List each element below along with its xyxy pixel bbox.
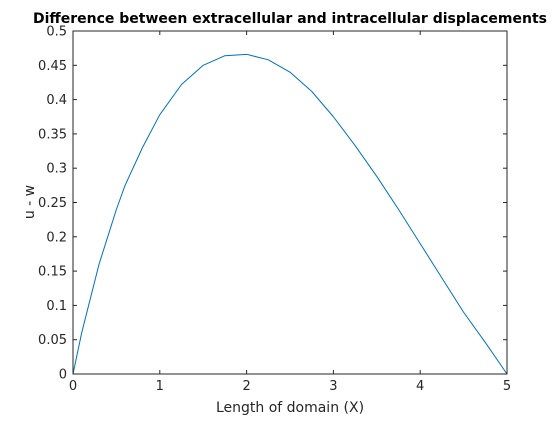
x-axis-label: Length of domain (X) — [216, 400, 364, 416]
y-axis-label: u - w — [22, 185, 38, 219]
x-tick-label: 0 — [69, 379, 77, 394]
y-tick-label: 0.3 — [46, 162, 67, 177]
series-line-0 — [72, 53, 508, 375]
y-tick-label: 0.1 — [46, 299, 67, 314]
plot-area — [73, 31, 507, 374]
y-tick-label: 0.5 — [46, 25, 67, 40]
x-tick-label: 2 — [242, 379, 250, 394]
x-tick-label: 4 — [416, 379, 424, 394]
y-tick-label: 0.35 — [38, 127, 67, 142]
x-tick-label: 5 — [503, 379, 511, 394]
y-tick-label: 0.15 — [38, 265, 67, 280]
y-tick-label: 0.2 — [46, 230, 67, 245]
chart-title: Difference between extracellular and int… — [33, 11, 547, 27]
x-tick-label: 1 — [156, 379, 164, 394]
x-tick-label: 3 — [329, 379, 337, 394]
y-tick-label: 0 — [59, 368, 67, 383]
y-tick-label: 0.05 — [38, 333, 67, 348]
y-tick-label: 0.4 — [46, 93, 67, 108]
y-tick-label: 0.45 — [38, 59, 67, 74]
y-tick-label: 0.25 — [38, 196, 67, 211]
